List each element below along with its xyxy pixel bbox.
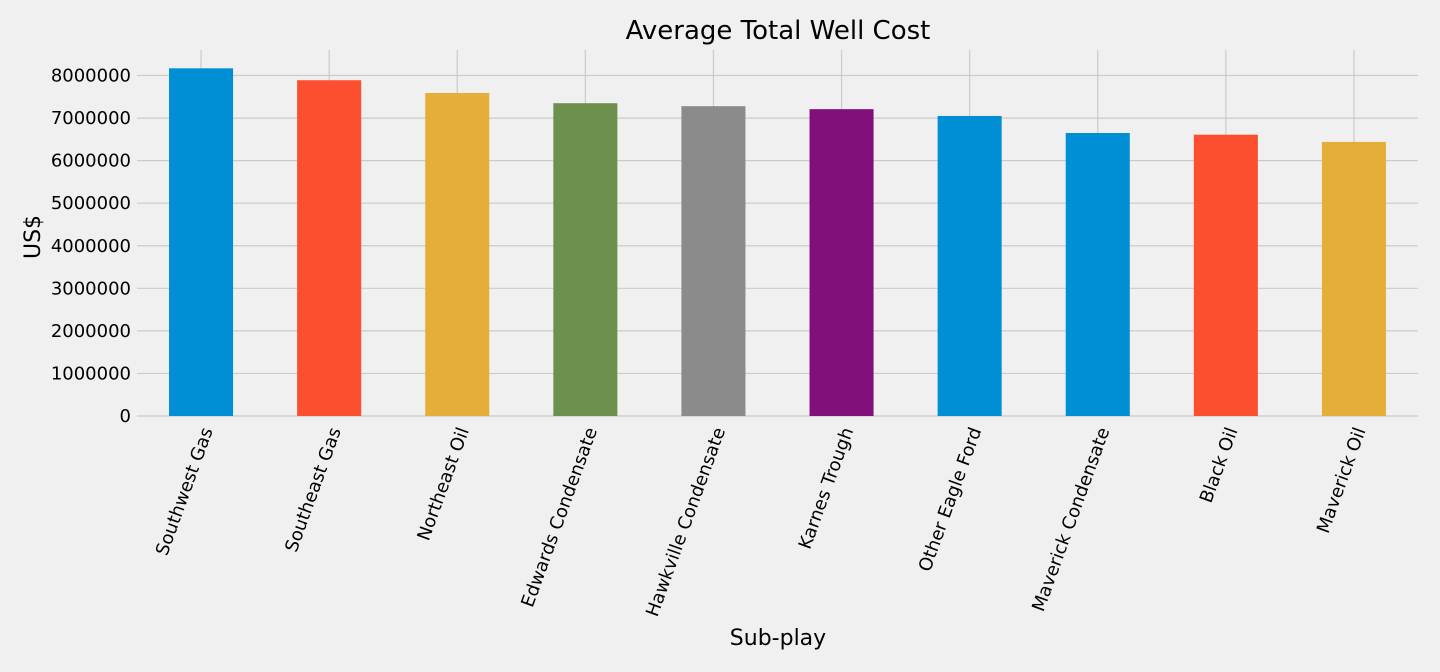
x-tick-label: Black Oil <box>1196 425 1243 506</box>
x-tick-label: Other Eagle Ford <box>915 425 987 575</box>
y-axis-ticks: 0 1000000 2000000 3000000 4000000 5000000 6000… <box>51 66 131 427</box>
x-tick-label: Maverick Condensate <box>1028 425 1114 615</box>
bar <box>681 106 746 416</box>
y-tick-label: 8000000 <box>51 66 131 87</box>
bars <box>169 68 1386 417</box>
y-tick-label: 4000000 <box>51 236 131 257</box>
bar <box>1193 134 1258 416</box>
x-tick-label: Maverick Oil <box>1313 425 1371 536</box>
y-tick-label: 6000000 <box>51 151 131 172</box>
bar <box>1321 141 1386 416</box>
x-tick-label: Northeast Oil <box>414 425 474 544</box>
y-tick-label: 2000000 <box>51 321 131 342</box>
y-tick-label: 3000000 <box>51 278 131 299</box>
bar <box>169 68 234 417</box>
x-tick-label: Karnes Trough <box>795 425 858 552</box>
chart-title: Average Total Well Cost <box>626 16 931 46</box>
x-tick-label: Hawkville Condensate <box>642 425 730 620</box>
x-tick-label: Edwards Condensate <box>517 425 602 610</box>
x-tick-label: Southwest Gas <box>152 425 218 559</box>
bar <box>553 103 618 416</box>
x-axis-ticks: Southwest Gas Southeast Gas Northeast Oil E… <box>152 425 1371 620</box>
y-tick-label: 5000000 <box>51 193 131 214</box>
bar <box>297 80 362 416</box>
y-tick-label: 0 <box>120 406 131 427</box>
y-tick-label: 1000000 <box>51 363 131 384</box>
x-tick-label: Southeast Gas <box>281 425 346 555</box>
y-axis-label: US$ <box>21 215 46 259</box>
bar <box>1065 132 1130 416</box>
bar <box>425 92 490 417</box>
y-tick-label: 7000000 <box>51 108 131 129</box>
bar <box>937 115 1002 416</box>
bar <box>809 109 874 416</box>
x-axis-label: Sub-play <box>730 626 826 651</box>
